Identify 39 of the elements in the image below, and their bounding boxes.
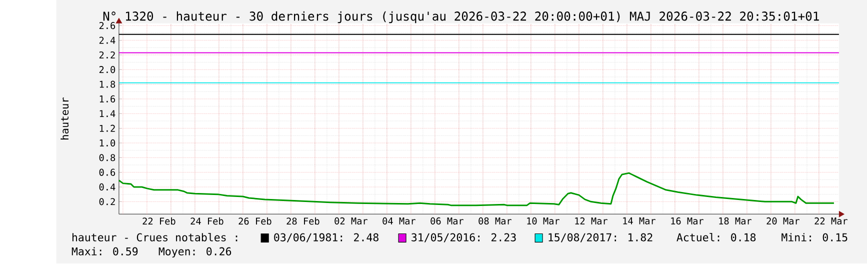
x-tick-label: 22 Mar xyxy=(814,218,848,225)
y-tick-label: 0.4 xyxy=(99,184,116,191)
x-tick-label: 20 Mar xyxy=(766,218,800,225)
x-tick-label: 14 Mar xyxy=(623,218,656,225)
x-tick-label: 22 Feb xyxy=(142,218,176,225)
chart-title: N° 1320 - hauteur - 30 derniers jours (jusqu'au 2026-03-22 20:00:00+01) MAJ 2026-03-22 20:35:01+01 xyxy=(103,11,819,24)
text: Actuel: 0.18 xyxy=(676,233,756,242)
x-tick-label: 04 Mar xyxy=(382,218,416,225)
text: hauteur - Crues notables : xyxy=(72,233,238,242)
y-tick-label: 0.2 xyxy=(99,198,115,206)
x-tick-label: 10 Mar xyxy=(527,218,560,225)
text: Moyen: 0.26 xyxy=(158,247,232,258)
y-tick-label: 1.8 xyxy=(100,80,116,88)
x-tick-label: 08 Mar xyxy=(478,218,512,225)
legend-label: 15/08/2017: 1.82 xyxy=(548,233,652,242)
x-tick-label: 28 Feb xyxy=(286,218,320,225)
x-tick-label: 16 Mar xyxy=(671,218,704,225)
y-tick-label: 0.6 xyxy=(99,168,116,176)
y-tick-label: 1.6 xyxy=(100,96,116,103)
legend-label: 31/05/2016: 2.23 xyxy=(412,233,516,242)
y-tick-label: 2.4 xyxy=(99,36,116,44)
line-series xyxy=(118,172,835,206)
text: Maxi: 0.59 xyxy=(72,247,138,256)
y-tick-label: 2.0 xyxy=(99,66,116,74)
x-tick-label: 18 Mar xyxy=(719,218,752,225)
text: Mini: 0.15 xyxy=(782,233,848,242)
y-tick-label: 1.2 xyxy=(100,124,115,132)
x-tick-label: 06 Mar xyxy=(430,218,464,225)
x-tick-label: 24 Feb xyxy=(190,218,224,225)
x-tick-label: 12 Mar xyxy=(575,218,608,225)
x-tick-label: 02 Mar xyxy=(334,218,368,225)
x-tick-label: 26 Feb xyxy=(238,218,272,225)
legend-label: 03/06/1981: 2.48 xyxy=(274,233,378,242)
y-axis-title: hauteur xyxy=(60,98,69,140)
y-tick-label: 1.4 xyxy=(100,110,116,118)
y-tick-label: 0.8 xyxy=(99,154,116,162)
y-tick-label: 2.2 xyxy=(99,52,115,59)
y-tick-label: 2.6 xyxy=(99,22,116,30)
y-tick-label: 1.0 xyxy=(100,140,116,147)
